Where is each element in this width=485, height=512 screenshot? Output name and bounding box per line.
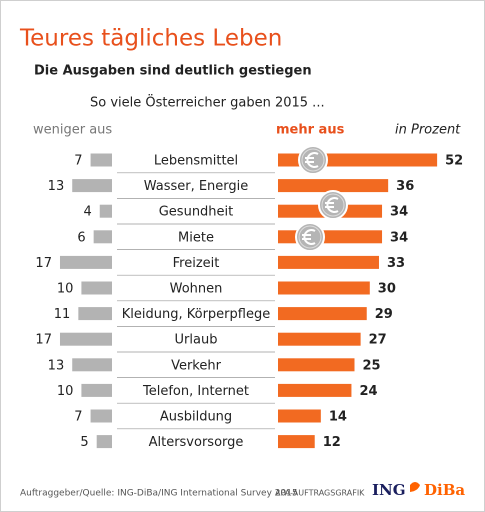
value-label-left: 13 <box>48 358 65 373</box>
source: Auftraggeber/Quelle: ING-DiBa/ING Intern… <box>20 489 298 499</box>
value-label-right: 36 <box>396 179 414 194</box>
value-label-right: 34 <box>390 205 408 220</box>
coin <box>298 145 328 175</box>
bar-right <box>278 255 379 269</box>
bar-right <box>278 435 315 449</box>
bar-right <box>278 358 355 372</box>
logo-lion <box>410 482 420 492</box>
bar-left <box>81 383 112 397</box>
value-label-right: 52 <box>445 154 463 169</box>
unit-label: in Prozent <box>395 123 461 138</box>
bar-right <box>278 281 370 295</box>
logo-diba: DiBa <box>424 481 465 499</box>
bar-right <box>278 409 321 423</box>
credit: APA-AUFTRAGSGRAFIK <box>275 489 365 498</box>
category-label: Wasser, Energie <box>144 179 249 194</box>
category-label: Gesundheit <box>159 205 234 220</box>
value-label-right: 24 <box>359 384 377 399</box>
bar-right <box>278 230 383 244</box>
legend-left: weniger aus <box>33 123 112 138</box>
value-label-left: 7 <box>74 410 82 425</box>
value-label-right: 12 <box>323 435 341 450</box>
bar-right <box>278 307 367 321</box>
bar-left <box>96 435 112 449</box>
bar-left <box>78 307 112 321</box>
bar-left <box>90 409 112 423</box>
category-label: Wohnen <box>170 282 223 297</box>
coin <box>318 190 348 220</box>
coin <box>295 222 325 252</box>
coin-rim <box>321 193 345 217</box>
value-label-right: 34 <box>390 230 408 245</box>
bar-left <box>90 153 112 167</box>
bar-left <box>72 179 112 193</box>
logo-ing: ING <box>372 481 406 499</box>
category-label: Telefon, Internet <box>142 384 249 399</box>
value-label-left: 13 <box>48 179 65 194</box>
value-label-left: 10 <box>57 384 74 399</box>
value-label-left: 10 <box>57 282 74 297</box>
category-label: Freizeit <box>173 256 220 271</box>
value-label-left: 17 <box>35 333 52 348</box>
coin-rim <box>301 148 325 172</box>
value-label-left: 5 <box>80 435 88 450</box>
category-label: Lebensmittel <box>154 154 238 169</box>
value-label-right: 27 <box>369 333 387 348</box>
category-label: Verkehr <box>171 358 222 373</box>
bar-left <box>93 230 112 244</box>
euro-sign <box>325 197 339 213</box>
value-label-right: 33 <box>387 256 405 271</box>
category-label: Kleidung, Körperpflege <box>122 307 270 322</box>
value-label-right: 29 <box>375 307 393 322</box>
value-label-left: 4 <box>83 205 91 220</box>
bar-right <box>278 383 352 397</box>
bar-right <box>278 332 361 346</box>
question: So viele Österreicher gaben 2015 ... <box>90 94 325 111</box>
bar-left <box>81 281 112 295</box>
category-label: Ausbildung <box>160 410 232 425</box>
bar-left <box>59 255 112 269</box>
bar-left <box>59 332 112 346</box>
category-label: Miete <box>178 230 214 245</box>
category-label: Urlaub <box>175 333 218 348</box>
euro-sign <box>302 229 316 245</box>
value-label-left: 6 <box>77 230 85 245</box>
euro-sign <box>305 152 319 168</box>
chart-subtitle: Die Ausgaben sind deutlich gestiegen <box>34 64 312 79</box>
value-label-right: 14 <box>329 410 347 425</box>
category-label: Altersvorsorge <box>149 435 244 450</box>
bar-left <box>99 204 112 218</box>
value-label-left: 17 <box>35 256 52 271</box>
coin-rim <box>298 225 322 249</box>
euro-coins <box>295 145 348 252</box>
value-label-left: 11 <box>54 307 71 322</box>
legend-right: mehr aus <box>276 123 345 138</box>
value-label-left: 7 <box>74 154 82 169</box>
bar-left <box>72 358 112 372</box>
chart-title: Teures tägliches Leben <box>19 26 282 52</box>
value-label-right: 25 <box>363 358 381 373</box>
value-label-right: 30 <box>378 282 396 297</box>
bar-right <box>278 179 389 193</box>
